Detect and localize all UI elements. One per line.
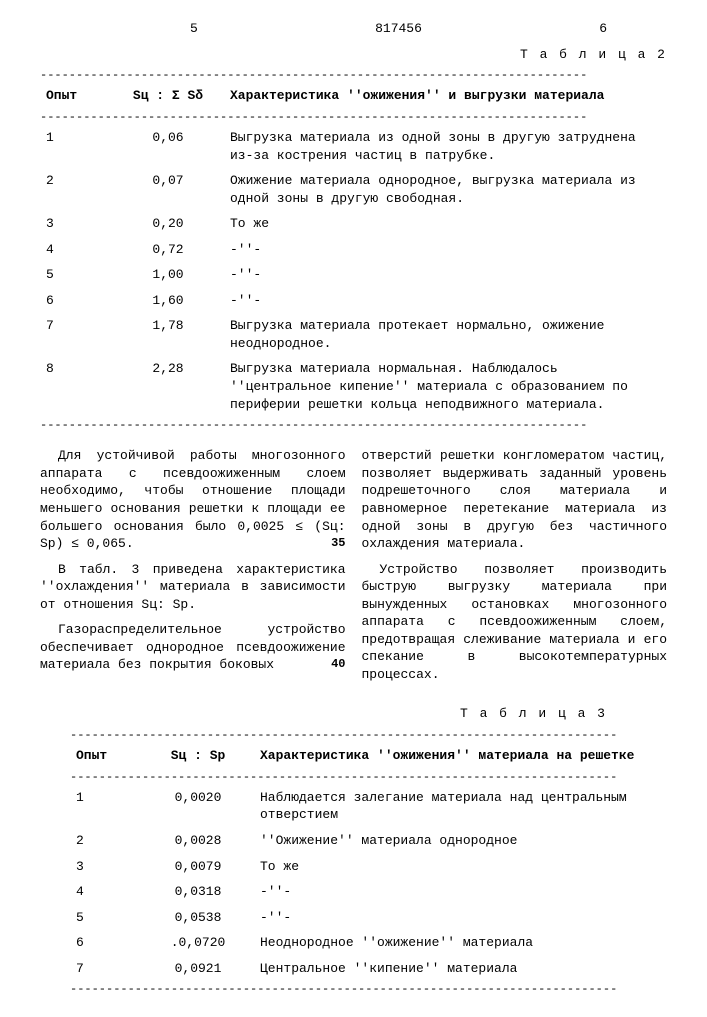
table3-body: 10,0020Наблюдается залегание материала н… [70, 785, 667, 981]
table-row: 10,0020Наблюдается залегание материала н… [70, 785, 667, 828]
cell-opyt: 1 [70, 785, 142, 828]
cell-description: -''- [254, 879, 667, 905]
cell-description: -''- [254, 905, 667, 931]
document-id: 817456 [198, 20, 599, 38]
cell-opyt: 6 [70, 930, 142, 956]
cell-ratio: 0,0921 [142, 956, 254, 982]
body-text-span: Для устойчивой работы многозонного аппар… [40, 448, 346, 551]
cell-ratio: .0,0720 [142, 930, 254, 956]
line-marker-35: 35 [313, 535, 345, 551]
table2-caption: Т а б л и ц а 2 [40, 46, 667, 64]
cell-opyt: 7 [70, 956, 142, 982]
cell-opyt: 1 [40, 125, 112, 168]
page-number-right: 6 [599, 20, 607, 38]
page-number-left: 5 [190, 20, 198, 38]
cell-description: Наблюдается залегание материала над цент… [254, 785, 667, 828]
cell-opyt: 3 [40, 211, 112, 237]
body-para-4: отверстий решетки конгломератом частиц, … [362, 447, 668, 552]
table3-col-desc: Характеристика ''ожижения'' материала на… [254, 743, 667, 769]
cell-description: ''Ожижение'' материала однородное [254, 828, 667, 854]
cell-opyt: 4 [70, 879, 142, 905]
body-para-2: В табл. 3 приведена характеристика ''охл… [40, 561, 346, 614]
body-text: Для устойчивой работы многозонного аппар… [40, 447, 667, 691]
cell-ratio: 0,06 [112, 125, 224, 168]
cell-opyt: 2 [70, 828, 142, 854]
separator: ----------------------------------------… [70, 769, 667, 785]
cell-opyt: 2 [40, 168, 112, 211]
cell-opyt: 5 [40, 262, 112, 288]
separator: ----------------------------------------… [40, 109, 667, 125]
cell-ratio: 2,28 [112, 356, 224, 417]
cell-description: Выгрузка материала протекает нормально, … [224, 313, 667, 356]
cell-description: Ожижение материала однородное, выгрузка … [224, 168, 667, 211]
table3-col-opyt: Опыт [70, 743, 142, 769]
table3-header-row: Опыт Sц : Sр Характеристика ''ожижения''… [70, 743, 667, 769]
cell-ratio: 0,0079 [142, 854, 254, 880]
cell-ratio: 0,0020 [142, 785, 254, 828]
line-marker-40: 40 [313, 656, 345, 672]
cell-opyt: 6 [40, 288, 112, 314]
body-left-column: Для устойчивой работы многозонного аппар… [40, 447, 346, 691]
cell-opyt: 4 [40, 237, 112, 263]
cell-ratio: 1,60 [112, 288, 224, 314]
cell-description: Выгрузка материала нормальная. Наблюдало… [224, 356, 667, 417]
cell-ratio: 0,72 [112, 237, 224, 263]
table2: Опыт Sц : Σ Sδ Характеристика ''ожижения… [40, 83, 667, 109]
cell-description: Неоднородное ''ожижение'' материала [254, 930, 667, 956]
separator: ----------------------------------------… [40, 417, 667, 433]
table-row: 20,07Ожижение материала однородное, выгр… [40, 168, 667, 211]
cell-ratio: 0,20 [112, 211, 224, 237]
table-row: 20,0028''Ожижение'' материала однородное [70, 828, 667, 854]
table-row: 30,0079То же [70, 854, 667, 880]
table3-caption: Т а б л и ц а 3 [40, 705, 607, 723]
body-para-5: Устройство позволяет производить быструю… [362, 561, 668, 684]
cell-opyt: 3 [70, 854, 142, 880]
table-row: 30,20То же [40, 211, 667, 237]
cell-ratio: 0,0538 [142, 905, 254, 931]
cell-description: Выгрузка материала из одной зоны в другу… [224, 125, 667, 168]
table-row: 10,06Выгрузка материала из одной зоны в … [40, 125, 667, 168]
cell-description: То же [224, 211, 667, 237]
cell-description: -''- [224, 288, 667, 314]
table3: Опыт Sц : Sр Характеристика ''ожижения''… [70, 743, 667, 769]
cell-ratio: 1,00 [112, 262, 224, 288]
body-para-3: Газораспределительное устройство обеспеч… [40, 621, 346, 674]
cell-opyt: 7 [40, 313, 112, 356]
cell-description: -''- [224, 237, 667, 263]
table2-header-row: Опыт Sц : Σ Sδ Характеристика ''ожижения… [40, 83, 667, 109]
cell-opyt: 5 [70, 905, 142, 931]
table2-col-ratio: Sц : Σ Sδ [112, 83, 224, 109]
cell-description: -''- [224, 262, 667, 288]
table2-body: 10,06Выгрузка материала из одной зоны в … [40, 125, 667, 417]
cell-ratio: 0,07 [112, 168, 224, 211]
table-row: 50,0538-''- [70, 905, 667, 931]
cell-description: Центральное ''кипение'' материала [254, 956, 667, 982]
table-row: 51,00-''- [40, 262, 667, 288]
table-row: 40,72-''- [40, 237, 667, 263]
cell-opyt: 8 [40, 356, 112, 417]
table2-col-desc: Характеристика ''ожижения'' и выгрузки м… [224, 83, 667, 109]
page-header: 5 817456 6 [40, 20, 667, 38]
separator: ----------------------------------------… [40, 67, 667, 83]
cell-ratio: 1,78 [112, 313, 224, 356]
body-text-span: Газораспределительное устройство обеспеч… [40, 622, 346, 672]
table3-col-ratio: Sц : Sр [142, 743, 254, 769]
body-right-column: отверстий решетки конгломератом частиц, … [362, 447, 668, 691]
table2-col-opyt: Опыт [40, 83, 112, 109]
separator: ----------------------------------------… [70, 981, 667, 997]
table-row: 70,0921Центральное ''кипение'' материала [70, 956, 667, 982]
separator: ----------------------------------------… [70, 727, 667, 743]
body-para-1: Для устойчивой работы многозонного аппар… [40, 447, 346, 552]
table-row: 61,60-''- [40, 288, 667, 314]
cell-ratio: 0,0028 [142, 828, 254, 854]
table-row: 82,28Выгрузка материала нормальная. Набл… [40, 356, 667, 417]
table-row: 40,0318-''- [70, 879, 667, 905]
cell-ratio: 0,0318 [142, 879, 254, 905]
table-row: 71,78Выгрузка материала протекает нормал… [40, 313, 667, 356]
cell-description: То же [254, 854, 667, 880]
table-row: 6.0,0720Неоднородное ''ожижение'' матери… [70, 930, 667, 956]
